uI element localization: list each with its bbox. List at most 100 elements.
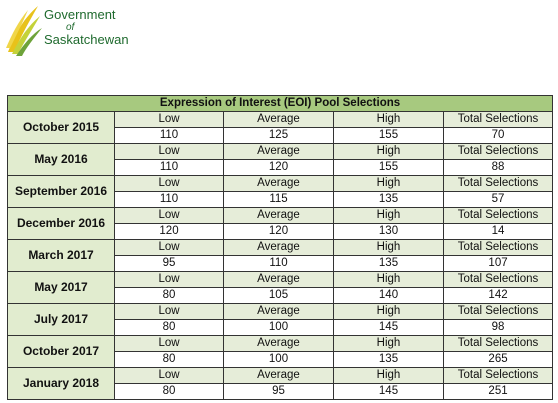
column-label-average: Average (223, 111, 334, 128)
column-label-average: Average (223, 143, 334, 160)
table-row-labels: September 2016 Low Average High Total Select… (7, 175, 554, 208)
column-label-low: Low (114, 335, 224, 352)
table-row-labels: January 2018 Low Average High Total Selectio… (7, 367, 554, 400)
table-row-values: 110 115 135 57 (8, 191, 554, 208)
value-high: 135 (333, 191, 444, 208)
value-low: 80 (114, 351, 224, 368)
column-label-average: Average (223, 367, 334, 384)
value-total-selections: 251 (442, 383, 554, 400)
column-label-average: Average (223, 271, 334, 288)
column-label-total-selections: Total Selections (442, 175, 554, 192)
value-average: 120 (223, 159, 334, 176)
column-label-total-selections: Total Selections (442, 207, 554, 224)
eoi-pool-selections-table: Expression of Interest (EOI) Pool Select… (6, 95, 554, 400)
date-cell: January 2018 (7, 367, 115, 400)
value-average: 95 (223, 383, 334, 400)
column-label-total-selections: Total Selections (442, 335, 554, 352)
value-low: 80 (114, 383, 224, 400)
table-row-labels: May 2017 Low Average High Total Selections (7, 271, 554, 304)
column-label-high: High (333, 239, 444, 256)
column-label-high: High (333, 367, 444, 384)
date-cell: July 2017 (7, 303, 115, 336)
date-cell: May 2017 (7, 271, 115, 304)
date-cell: May 2016 (7, 143, 115, 176)
value-low: 80 (114, 319, 224, 336)
column-label-total-selections: Total Selections (442, 367, 554, 384)
wheat-icon (6, 6, 42, 56)
column-label-average: Average (223, 207, 334, 224)
table-row-values: 110 125 155 70 (8, 127, 554, 144)
value-total-selections: 57 (442, 191, 554, 208)
table-row-values: 120 120 130 14 (8, 223, 554, 240)
government-of-saskatchewan-logo: Government of Saskatchewan (4, 2, 164, 58)
value-low: 110 (114, 127, 224, 144)
column-label-low: Low (114, 303, 224, 320)
column-label-average: Average (223, 303, 334, 320)
value-high: 135 (333, 255, 444, 272)
value-average: 100 (223, 319, 334, 336)
column-label-total-selections: Total Selections (442, 111, 554, 128)
value-high: 155 (333, 127, 444, 144)
date-cell: October 2015 (7, 111, 115, 144)
value-total-selections: 14 (442, 223, 554, 240)
column-label-low: Low (114, 175, 224, 192)
column-label-high: High (333, 143, 444, 160)
column-label-high: High (333, 335, 444, 352)
logo-line-government: Government (44, 7, 116, 22)
column-label-high: High (333, 271, 444, 288)
value-average: 115 (223, 191, 334, 208)
column-label-total-selections: Total Selections (442, 143, 554, 160)
table-row-labels: May 2016 Low Average High Total Selections (7, 143, 554, 176)
table-row-labels: October 2017 Low Average High Total Selectio… (7, 335, 554, 368)
column-label-low: Low (114, 143, 224, 160)
value-low: 110 (114, 191, 224, 208)
column-label-total-selections: Total Selections (442, 271, 554, 288)
logo-line-saskatchewan: Saskatchewan (44, 32, 129, 47)
table-row-labels: July 2017 Low Average High Total Selections (7, 303, 554, 336)
date-cell: October 2017 (7, 335, 115, 368)
column-label-average: Average (223, 335, 334, 352)
table-row-labels: December 2016 Low Average High Total Selecti… (7, 207, 554, 240)
value-average: 110 (223, 255, 334, 272)
date-cell: March 2017 (7, 239, 115, 272)
value-low: 120 (114, 223, 224, 240)
column-label-total-selections: Total Selections (442, 303, 554, 320)
value-high: 135 (333, 351, 444, 368)
column-label-low: Low (114, 367, 224, 384)
value-total-selections: 98 (442, 319, 554, 336)
value-total-selections: 70 (442, 127, 554, 144)
value-high: 140 (333, 287, 444, 304)
column-label-total-selections: Total Selections (442, 239, 554, 256)
date-cell: September 2016 (7, 175, 115, 208)
column-label-low: Low (114, 207, 224, 224)
value-average: 100 (223, 351, 334, 368)
column-label-high: High (333, 207, 444, 224)
value-total-selections: 265 (442, 351, 554, 368)
table-row-values: 80 95 145 251 (8, 383, 554, 400)
value-low: 95 (114, 255, 224, 272)
table-title-row: Expression of Interest (EOI) Pool Select… (6, 95, 554, 112)
table-row-values: 80 100 145 98 (8, 319, 554, 336)
logo-line-of: of (66, 22, 75, 33)
value-average: 125 (223, 127, 334, 144)
value-high: 130 (333, 223, 444, 240)
table-row-labels: October 2015 Low Average High Total Selectio… (7, 111, 554, 144)
value-total-selections: 88 (442, 159, 554, 176)
value-low: 80 (114, 287, 224, 304)
column-label-high: High (333, 111, 444, 128)
column-label-average: Average (223, 175, 334, 192)
table-row-labels: March 2017 Low Average High Total Selections (7, 239, 554, 272)
value-high: 145 (333, 383, 444, 400)
column-label-average: Average (223, 239, 334, 256)
value-high: 145 (333, 319, 444, 336)
table-title: Expression of Interest (EOI) Pool Select… (6, 95, 554, 112)
column-label-low: Low (114, 239, 224, 256)
value-average: 105 (223, 287, 334, 304)
column-label-low: Low (114, 271, 224, 288)
column-label-low: Low (114, 111, 224, 128)
column-label-high: High (333, 303, 444, 320)
logo-wordmark: Government of Saskatchewan (44, 8, 129, 47)
value-total-selections: 107 (442, 255, 554, 272)
value-total-selections: 142 (442, 287, 554, 304)
value-average: 120 (223, 223, 334, 240)
